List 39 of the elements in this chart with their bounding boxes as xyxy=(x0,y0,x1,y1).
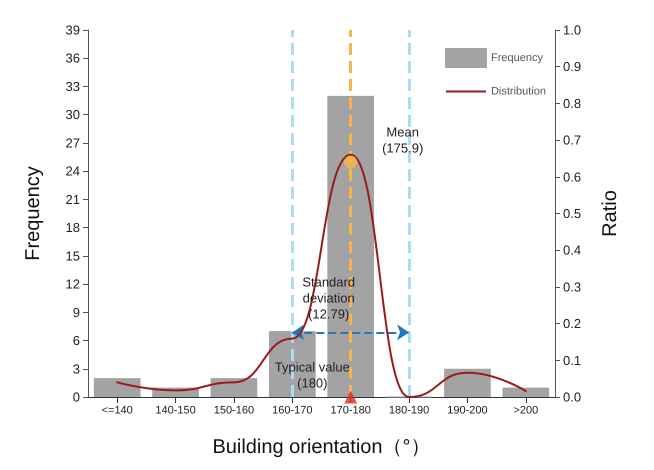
x-tick-label: 150-160 xyxy=(214,404,254,416)
y-tick-label: 6 xyxy=(72,333,80,348)
y2-tick-label: 0.3 xyxy=(563,279,582,294)
y2-tick-label: 0.6 xyxy=(563,169,582,184)
y2-tick-label: 0.9 xyxy=(563,59,582,74)
y2-tick-label: 0.1 xyxy=(563,352,582,368)
y-tick-label: 21 xyxy=(66,192,80,207)
legend-label: Frequency xyxy=(490,52,544,64)
x-tick-label: 180-190 xyxy=(388,404,430,416)
y-tick-label: 30 xyxy=(66,107,80,122)
y-tick-label: 27 xyxy=(66,135,80,150)
y-tick-label: 9 xyxy=(72,304,80,320)
y-tick-label: 24 xyxy=(66,164,80,179)
y-tick-label: 39 xyxy=(66,22,80,38)
x-tick-label: 170-180 xyxy=(330,404,371,416)
y-tick-label: 18 xyxy=(66,220,80,236)
y2-tick-label: 0.5 xyxy=(563,206,582,221)
y2-tick-label: 0.2 xyxy=(563,316,582,332)
x-tick-label: <=140 xyxy=(102,404,133,416)
x-tick-label: 140-150 xyxy=(155,404,196,416)
y-tick-label: 15 xyxy=(66,248,80,264)
y-tick-label: 0 xyxy=(72,390,80,404)
annotation: Mean (175.9) xyxy=(382,124,424,156)
y-tick-label: 33 xyxy=(66,78,80,94)
y2-tick-label: 0.7 xyxy=(563,132,582,148)
y-tick-label: 3 xyxy=(72,361,80,376)
y2-tick-label: 0.0 xyxy=(563,390,582,404)
y-tick-label: 12 xyxy=(66,276,80,292)
x-tick-label: >200 xyxy=(513,404,538,416)
y2-tick-label: 0.4 xyxy=(563,242,582,258)
x-axis-title: Building orientation（°） xyxy=(212,436,431,458)
x-tick-label: 190-200 xyxy=(447,404,488,416)
y2-tick-label: 1.0 xyxy=(563,22,582,38)
y-axis-title: Frequency xyxy=(22,166,44,261)
legend-label: Distribution xyxy=(490,86,546,98)
x-tick-label: 160-170 xyxy=(272,404,312,416)
y2-axis-title: Ratio xyxy=(599,190,621,237)
y-tick-label: 36 xyxy=(66,50,80,66)
y2-tick-label: 0.8 xyxy=(563,96,582,111)
